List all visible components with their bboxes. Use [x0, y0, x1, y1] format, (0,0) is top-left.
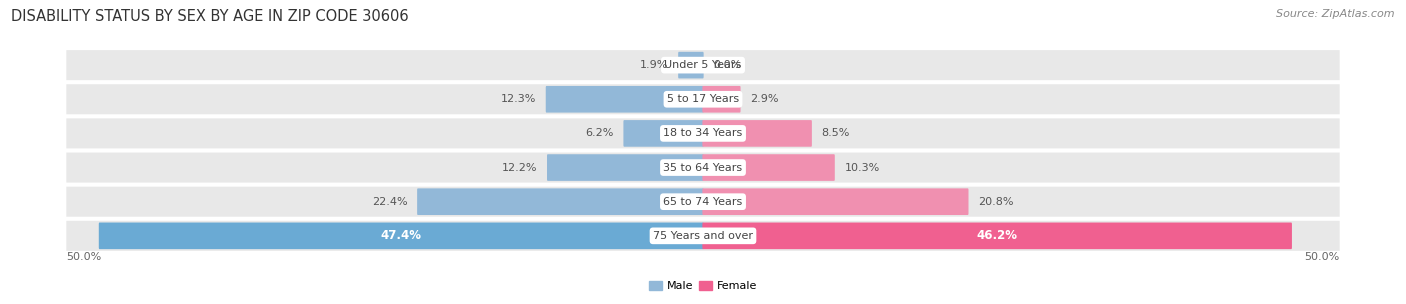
FancyBboxPatch shape — [678, 52, 703, 78]
FancyBboxPatch shape — [66, 84, 1340, 114]
FancyBboxPatch shape — [703, 86, 741, 112]
Text: 75 Years and over: 75 Years and over — [652, 231, 754, 241]
FancyBboxPatch shape — [66, 153, 1340, 183]
Text: 47.4%: 47.4% — [381, 229, 422, 242]
FancyBboxPatch shape — [418, 188, 703, 215]
Text: DISABILITY STATUS BY SEX BY AGE IN ZIP CODE 30606: DISABILITY STATUS BY SEX BY AGE IN ZIP C… — [11, 9, 409, 24]
Text: 10.3%: 10.3% — [845, 163, 880, 173]
Text: 2.9%: 2.9% — [751, 94, 779, 104]
FancyBboxPatch shape — [623, 120, 703, 147]
Text: 18 to 34 Years: 18 to 34 Years — [664, 128, 742, 138]
Legend: Male, Female: Male, Female — [644, 277, 762, 296]
Text: Under 5 Years: Under 5 Years — [665, 60, 741, 70]
FancyBboxPatch shape — [546, 86, 703, 112]
FancyBboxPatch shape — [98, 223, 703, 249]
Text: 50.0%: 50.0% — [66, 252, 101, 262]
Text: 12.3%: 12.3% — [501, 94, 536, 104]
Text: 22.4%: 22.4% — [373, 197, 408, 207]
FancyBboxPatch shape — [547, 154, 703, 181]
Text: 8.5%: 8.5% — [821, 128, 849, 138]
Text: 20.8%: 20.8% — [979, 197, 1014, 207]
FancyBboxPatch shape — [703, 223, 1292, 249]
FancyBboxPatch shape — [66, 50, 1340, 80]
Text: 35 to 64 Years: 35 to 64 Years — [664, 163, 742, 173]
FancyBboxPatch shape — [703, 188, 969, 215]
Text: 5 to 17 Years: 5 to 17 Years — [666, 94, 740, 104]
FancyBboxPatch shape — [66, 221, 1340, 251]
Text: 12.2%: 12.2% — [502, 163, 537, 173]
FancyBboxPatch shape — [703, 154, 835, 181]
Text: 50.0%: 50.0% — [1305, 252, 1340, 262]
Text: 46.2%: 46.2% — [977, 229, 1018, 242]
Text: 1.9%: 1.9% — [640, 60, 669, 70]
FancyBboxPatch shape — [66, 118, 1340, 148]
FancyBboxPatch shape — [703, 120, 811, 147]
Text: 0.0%: 0.0% — [713, 60, 741, 70]
Text: Source: ZipAtlas.com: Source: ZipAtlas.com — [1277, 9, 1395, 19]
Text: 65 to 74 Years: 65 to 74 Years — [664, 197, 742, 207]
Text: 6.2%: 6.2% — [585, 128, 614, 138]
FancyBboxPatch shape — [66, 187, 1340, 217]
